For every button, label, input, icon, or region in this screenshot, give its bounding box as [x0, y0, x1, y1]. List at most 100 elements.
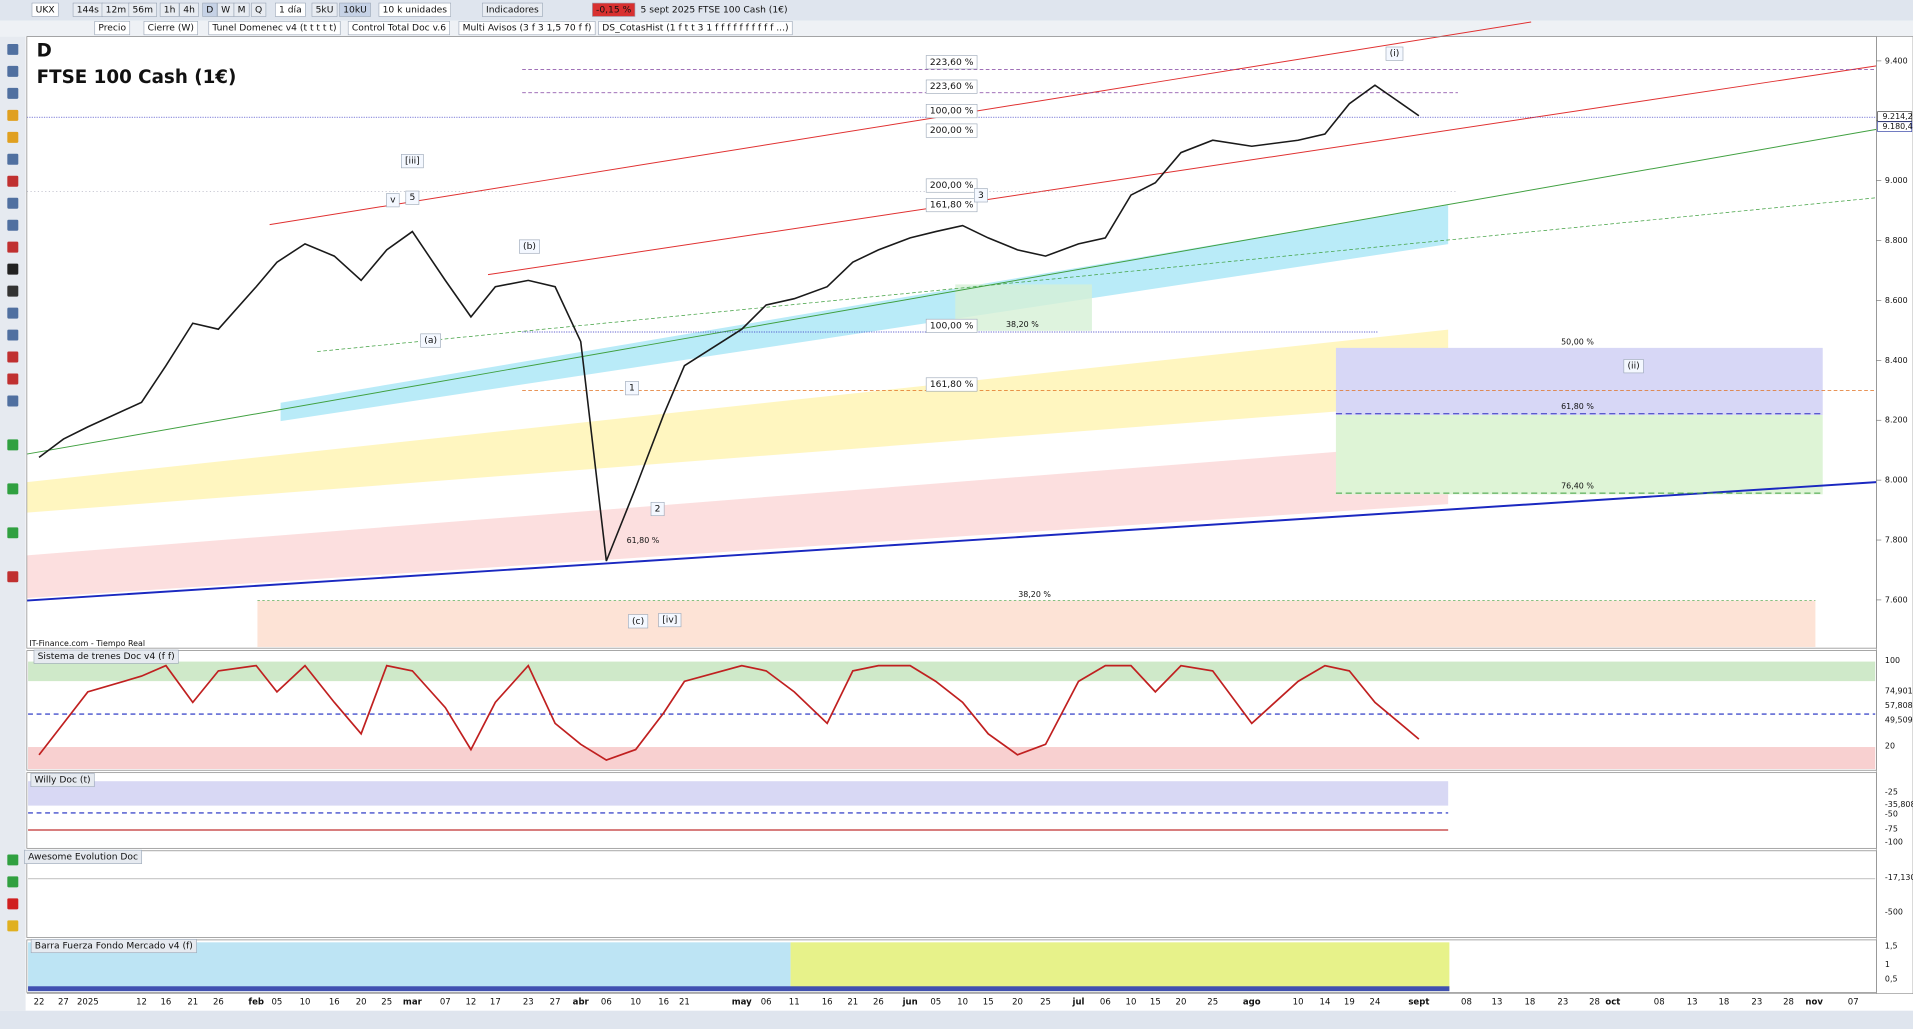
- panel-axis-label: 1: [1885, 960, 1890, 969]
- indicator-tab-box[interactable]: [598, 21, 793, 36]
- x-tick-label: 28: [1783, 998, 1794, 1008]
- indicator-tab[interactable]: Cierre (W): [148, 24, 194, 34]
- tool-icon[interactable]: [7, 285, 19, 297]
- fib-label-box: [925, 104, 978, 119]
- x-tick-label: 14: [1320, 998, 1331, 1008]
- timeframe-button[interactable]: 4h: [183, 5, 195, 15]
- indicator-tab-box[interactable]: [143, 21, 198, 36]
- tool-icon[interactable]: [7, 920, 19, 932]
- tool-icon[interactable]: [7, 439, 19, 451]
- x-tick-label: 12: [466, 998, 477, 1008]
- tool-icon[interactable]: [7, 175, 19, 187]
- tool-icon[interactable]: [7, 373, 19, 385]
- tool-icon[interactable]: [7, 65, 19, 77]
- zone: [280, 205, 1449, 422]
- wave-label: (i): [1390, 49, 1400, 59]
- timeframe-button[interactable]: 12m: [106, 5, 127, 15]
- timeframe-button[interactable]: W: [221, 5, 230, 15]
- x-tick-label: 25: [381, 998, 392, 1008]
- timeframe-button[interactable]: D: [206, 5, 213, 15]
- timeframe-button[interactable]: M: [238, 5, 246, 15]
- x-tick-label: 18: [1718, 998, 1729, 1008]
- indicators-button[interactable]: Indicadores: [486, 5, 539, 15]
- tool-icon[interactable]: [7, 395, 19, 407]
- x-tick-label: 2025: [77, 998, 99, 1008]
- timeframe-button-box[interactable]: [128, 2, 157, 17]
- x-tick-label: 05: [930, 998, 941, 1008]
- wave-label: v: [390, 196, 396, 206]
- tool-icon[interactable]: [7, 329, 19, 341]
- units-button-box[interactable]: [311, 2, 338, 17]
- fib-label: 61,80 %: [1561, 402, 1594, 411]
- x-tick-label: 07: [440, 998, 451, 1008]
- indicator-tab[interactable]: Multi Avisos (3 f 3 1,5 70 f f): [463, 24, 592, 34]
- symbol[interactable]: UKX: [36, 5, 55, 15]
- timeframe-button[interactable]: 144s: [77, 5, 99, 15]
- x-tick-label: 20: [1012, 998, 1023, 1008]
- tool-icon[interactable]: [7, 483, 19, 495]
- tool-icon[interactable]: [7, 153, 19, 165]
- x-tick-label: ago: [1243, 998, 1261, 1008]
- wave-label-box: [386, 193, 400, 208]
- timeframe-button-box[interactable]: [251, 2, 267, 17]
- x-tick-label: 25: [1040, 998, 1051, 1008]
- change: -0,15 %: [596, 5, 632, 15]
- wave-label-box: [974, 188, 988, 203]
- tool-icon[interactable]: [7, 241, 19, 253]
- indicator-tab-box[interactable]: [94, 21, 131, 36]
- tool-icon[interactable]: [7, 571, 19, 583]
- symbol-box[interactable]: [31, 2, 59, 17]
- indicator-tab-box[interactable]: [347, 21, 450, 36]
- indicator-tab[interactable]: Precio: [98, 24, 126, 34]
- timeframe-button[interactable]: 1h: [164, 5, 176, 15]
- tool-icon[interactable]: [7, 307, 19, 319]
- tool-icon[interactable]: [7, 898, 19, 910]
- tool-icon[interactable]: [7, 87, 19, 99]
- x-tick-label: 19: [1344, 998, 1355, 1008]
- tool-icon[interactable]: [7, 109, 19, 121]
- timeframe-button-box[interactable]: [179, 2, 199, 17]
- timeframe-button-box[interactable]: [233, 2, 250, 17]
- tool-icon[interactable]: [7, 197, 19, 209]
- x-tick-label: 23: [1751, 998, 1762, 1008]
- tool-icon[interactable]: [7, 351, 19, 363]
- indicator-tab[interactable]: DS_CotasHist (1 f t t 3 1 f f f f f f f …: [602, 24, 788, 34]
- fib-label-box: [925, 123, 978, 138]
- timeframe-button[interactable]: Q: [255, 5, 262, 15]
- wave-label-box: [401, 154, 424, 169]
- units-select[interactable]: 10 k unidades: [383, 5, 448, 15]
- timeframe-label: D: [37, 40, 52, 61]
- x-tick-label: 20: [356, 998, 367, 1008]
- indicators-button-box[interactable]: [482, 2, 543, 17]
- period-select[interactable]: 1 día: [279, 5, 302, 15]
- x-tick-label: 16: [822, 998, 833, 1008]
- units-button[interactable]: 10kU: [343, 5, 367, 15]
- tool-icon[interactable]: [7, 219, 19, 231]
- tool-icon[interactable]: [7, 527, 19, 539]
- indicator-tab-box[interactable]: [458, 21, 596, 36]
- source: IT-Finance.com - Tiempo Real: [29, 639, 145, 648]
- timeframe-button-box[interactable]: [202, 2, 218, 17]
- tool-icon[interactable]: [7, 876, 19, 888]
- units-button[interactable]: 5kU: [316, 5, 334, 15]
- indicator-tab[interactable]: Tunel Domenec v4 (t t t t t): [211, 24, 336, 34]
- timeframe-button-box[interactable]: [159, 2, 180, 17]
- timeframe-button[interactable]: 56m: [132, 5, 153, 15]
- tool-icon[interactable]: [7, 43, 19, 55]
- period-select-box[interactable]: [275, 2, 306, 17]
- indicator-tab[interactable]: Control Total Doc v.6: [352, 24, 446, 34]
- fib-label: 100,00 %: [930, 107, 974, 117]
- wave-label: 5: [409, 193, 415, 203]
- units-select-box[interactable]: [378, 2, 451, 17]
- tool-icon[interactable]: [7, 854, 19, 866]
- fib-label-box: [925, 55, 978, 70]
- wave-label-box: [405, 190, 420, 205]
- tool-icon[interactable]: [7, 131, 19, 143]
- zone: [955, 284, 1092, 331]
- units-button-box[interactable]: [339, 2, 371, 17]
- y-tick-label: 7.600: [1885, 595, 1908, 604]
- panel-axis-label: 1,5: [1885, 941, 1898, 950]
- tool-icon[interactable]: [7, 263, 19, 275]
- indicator-tab-box[interactable]: [208, 21, 341, 36]
